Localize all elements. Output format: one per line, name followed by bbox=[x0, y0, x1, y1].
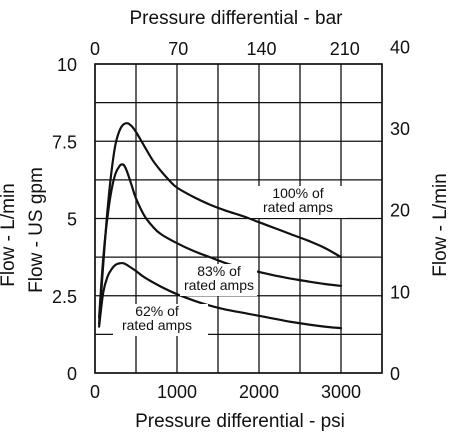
y2-tick-label: 30 bbox=[390, 119, 410, 139]
annotation-background bbox=[250, 186, 347, 218]
x2-tick-label: 0 bbox=[90, 39, 100, 59]
x-tick-label: 0 bbox=[90, 382, 100, 402]
x-tick-label: 3000 bbox=[321, 382, 361, 402]
curve-annotation-label: 83% of bbox=[197, 263, 241, 279]
y-tick-label: 10 bbox=[57, 55, 77, 75]
x2-axis-title: Pressure differential - bar bbox=[130, 8, 344, 29]
annotation-background bbox=[180, 264, 257, 296]
plot-frame bbox=[94, 63, 383, 374]
curve-83-percent bbox=[98, 163, 343, 319]
curves bbox=[98, 122, 343, 330]
y-tick-label: 2.5 bbox=[52, 287, 77, 307]
annotation-background bbox=[113, 304, 208, 336]
curve-annotation-label: 100% of bbox=[272, 185, 323, 201]
y2-tick-label: 0 bbox=[390, 364, 400, 384]
curve-62-percent bbox=[98, 261, 343, 330]
curve-annotation-label: rated amps bbox=[184, 277, 254, 293]
tick-labels: 0 1000 2000 3000 0 70 140 210 0 2.5 5 7.5 10 0 10 20 30 4… bbox=[52, 37, 410, 402]
x-tick-label: 2000 bbox=[239, 382, 279, 402]
x2-tick-label: 70 bbox=[168, 39, 188, 59]
curve-annotation-label: 62% of bbox=[135, 303, 179, 319]
y2-tick-label: 10 bbox=[390, 282, 410, 302]
curve-100-percent bbox=[98, 122, 343, 325]
x-axis-title: Pressure differential - psi bbox=[135, 411, 345, 432]
y-axis-title-partial: Flow - L/min bbox=[0, 183, 19, 286]
x2-tick-label: 140 bbox=[246, 39, 276, 59]
x-tick-label: 1000 bbox=[157, 382, 197, 402]
curve-annotation-label: rated amps bbox=[122, 317, 192, 333]
curve-annotation-label: rated amps bbox=[263, 199, 333, 215]
y-tick-label: 5 bbox=[67, 210, 77, 230]
y2-tick-label: 40 bbox=[390, 37, 410, 57]
x2-tick-label: 210 bbox=[330, 39, 360, 59]
y-tick-label: 7.5 bbox=[52, 132, 77, 152]
y-tick-label: 0 bbox=[67, 364, 77, 384]
y2-axis-title: Flow - L/min bbox=[430, 173, 451, 276]
y-axis-title: Flow - US gpm bbox=[26, 167, 47, 293]
y2-tick-label: 20 bbox=[390, 201, 410, 221]
